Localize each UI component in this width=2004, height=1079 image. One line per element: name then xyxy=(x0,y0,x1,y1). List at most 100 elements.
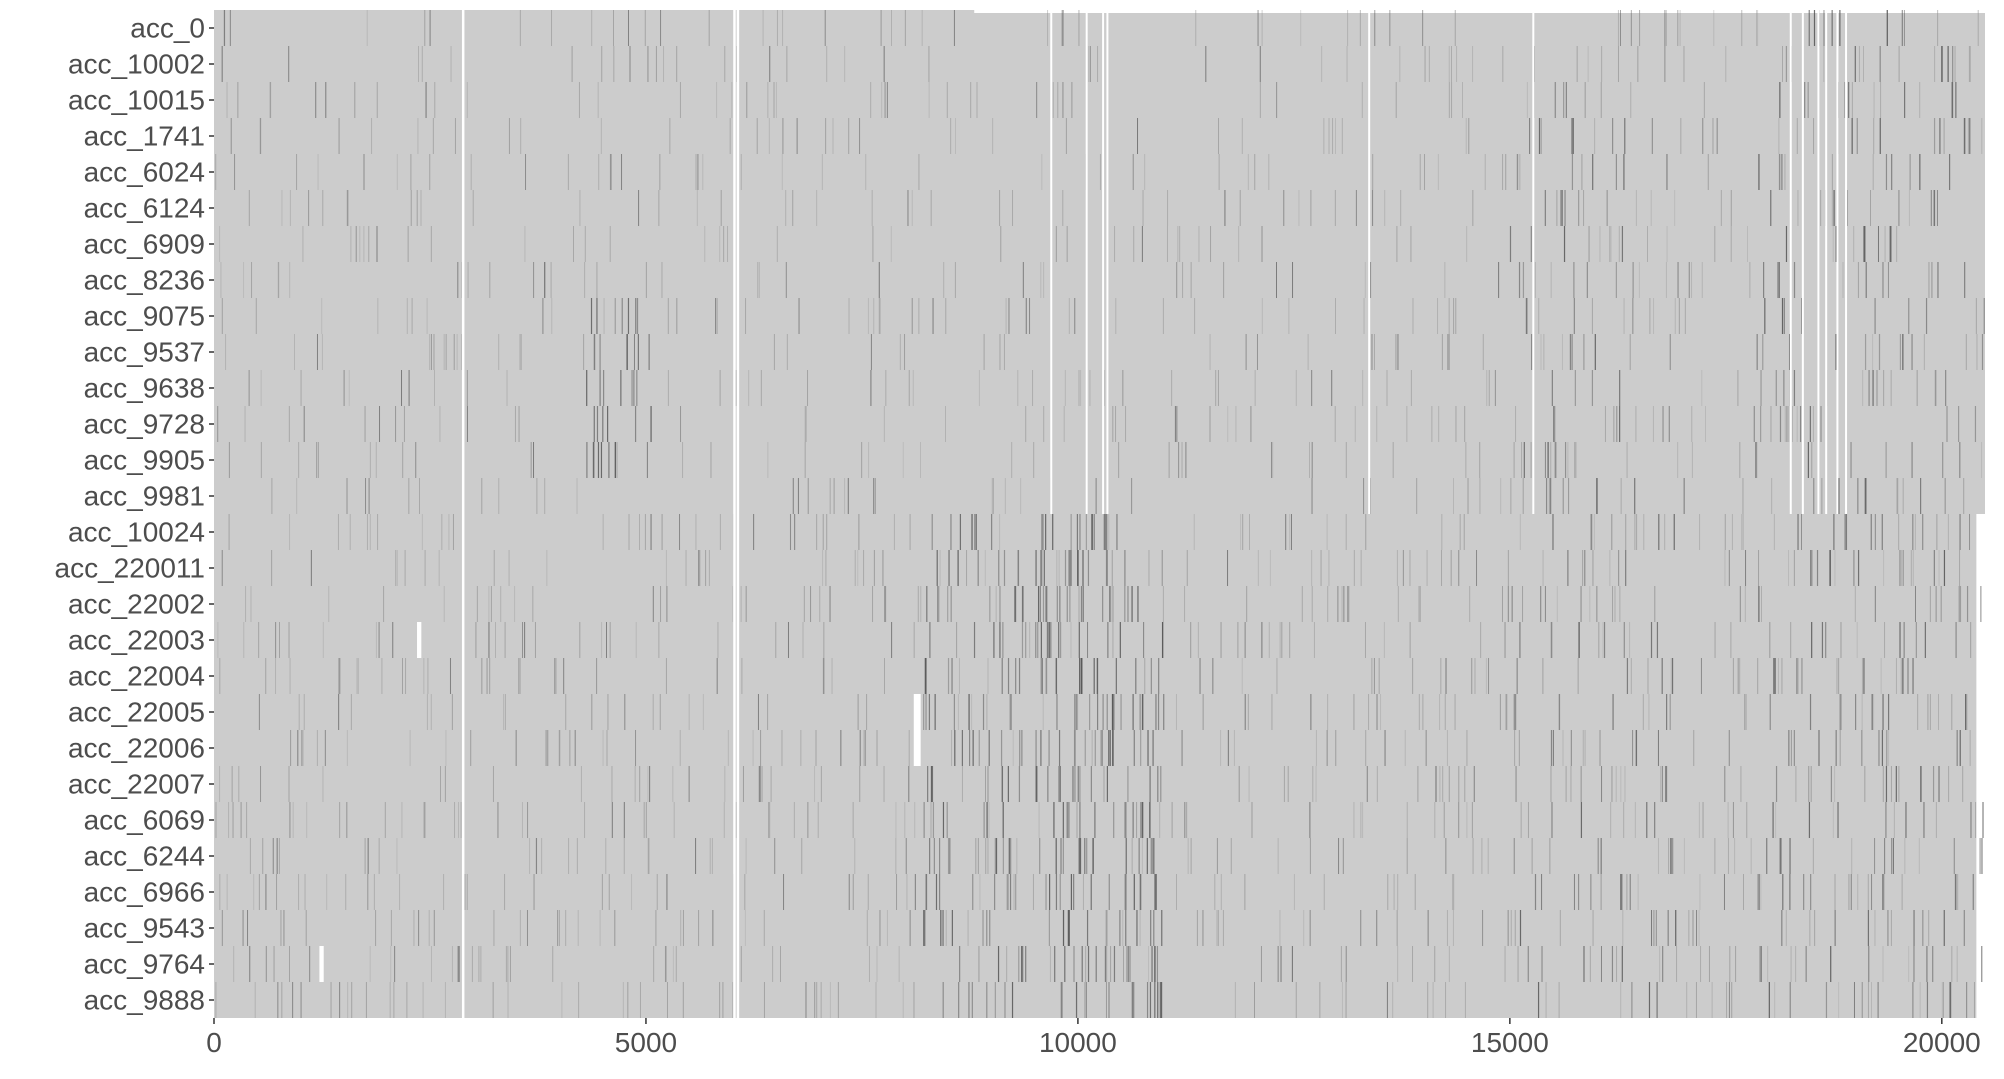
texture-line xyxy=(1741,10,1743,46)
texture-line xyxy=(568,838,570,874)
texture-line xyxy=(1700,946,1702,982)
gap-line xyxy=(1789,10,1792,514)
texture-line xyxy=(1951,946,1953,982)
texture-line xyxy=(578,82,580,118)
texture-line xyxy=(772,946,774,982)
texture-line xyxy=(1601,766,1603,802)
texture-line xyxy=(883,46,885,82)
texture-line xyxy=(260,118,262,154)
dense-line xyxy=(1933,550,1935,586)
texture-line xyxy=(1481,838,1483,874)
dense-line xyxy=(1053,802,1055,838)
texture-line xyxy=(1474,658,1476,694)
texture-line xyxy=(893,514,895,550)
texture-line xyxy=(1160,766,1162,802)
texture-line xyxy=(904,802,906,838)
texture-line xyxy=(1108,514,1110,550)
texture-line xyxy=(1902,478,1904,514)
dense-line xyxy=(1933,190,1936,226)
texture-line xyxy=(1186,802,1188,838)
texture-line xyxy=(797,478,799,514)
texture-line xyxy=(392,622,394,658)
texture-line xyxy=(1514,730,1516,766)
texture-line xyxy=(1279,622,1281,658)
texture-line xyxy=(1679,10,1681,46)
texture-line xyxy=(1589,946,1591,982)
dense-line xyxy=(1073,874,1075,910)
dense-line xyxy=(1830,766,1833,802)
texture-line xyxy=(1562,730,1564,766)
texture-line xyxy=(1739,442,1741,478)
dense-line xyxy=(1141,694,1144,730)
texture-line xyxy=(1756,10,1758,46)
texture-line xyxy=(1549,838,1551,874)
dense-line xyxy=(1964,262,1966,298)
texture-line xyxy=(1276,262,1277,298)
dense-line xyxy=(1062,910,1065,946)
dense-line xyxy=(1139,874,1141,910)
dense-line xyxy=(1912,658,1914,694)
texture-line xyxy=(288,622,290,658)
texture-line xyxy=(1360,550,1362,586)
texture-line xyxy=(1055,226,1057,262)
texture-line xyxy=(685,550,687,586)
texture-line xyxy=(1899,550,1901,586)
texture-line xyxy=(1345,442,1347,478)
texture-line xyxy=(373,874,375,910)
dense-line xyxy=(1621,226,1624,262)
dense-line xyxy=(1066,802,1068,838)
texture-line xyxy=(682,442,684,478)
y-tick-label: acc_22007 xyxy=(68,769,205,800)
texture-line xyxy=(1893,802,1895,838)
texture-line xyxy=(908,766,910,802)
texture-line xyxy=(1441,334,1443,370)
dense-line xyxy=(1969,118,1971,154)
texture-line xyxy=(1080,370,1082,406)
dense-line xyxy=(1551,802,1553,838)
dense-line xyxy=(959,946,961,982)
texture-line xyxy=(1624,766,1626,802)
texture-line xyxy=(1453,298,1455,334)
texture-line xyxy=(298,442,300,478)
texture-line xyxy=(1387,874,1389,910)
texture-line xyxy=(489,658,491,694)
texture-line xyxy=(1142,694,1144,730)
texture-line xyxy=(1897,478,1899,514)
texture-line xyxy=(544,262,546,298)
dense-line xyxy=(1526,298,1528,334)
texture-line xyxy=(608,874,610,910)
texture-line xyxy=(708,550,710,586)
texture-line xyxy=(1619,10,1621,46)
y-axis: acc_0acc_10002acc_10015acc_1741acc_6024a… xyxy=(55,13,214,1016)
texture-line xyxy=(724,46,726,82)
texture-line xyxy=(1583,190,1585,226)
texture-line xyxy=(1009,694,1011,730)
texture-line xyxy=(461,334,463,370)
texture-line xyxy=(1701,262,1703,298)
texture-line xyxy=(219,874,221,910)
dense-line xyxy=(1572,118,1574,154)
texture-line xyxy=(1246,586,1248,622)
dense-line xyxy=(1775,766,1778,802)
texture-line xyxy=(525,154,527,190)
texture-line xyxy=(1724,766,1726,802)
texture-line xyxy=(1301,586,1303,622)
dense-line xyxy=(1014,586,1017,622)
texture-line xyxy=(1288,298,1290,334)
texture-line xyxy=(1254,154,1256,190)
texture-line xyxy=(1623,298,1625,334)
texture-line xyxy=(1209,334,1211,370)
texture-line xyxy=(1364,622,1366,658)
texture-line xyxy=(865,154,867,190)
texture-line xyxy=(1307,334,1309,370)
texture-line xyxy=(1464,982,1466,1018)
texture-line xyxy=(366,10,368,46)
texture-line xyxy=(432,118,434,154)
dense-line xyxy=(1793,370,1796,406)
texture-line xyxy=(774,838,776,874)
texture-line xyxy=(280,910,282,946)
dense-line xyxy=(1523,442,1525,478)
dense-line xyxy=(924,910,926,946)
texture-line xyxy=(609,154,611,190)
texture-line xyxy=(559,730,561,766)
